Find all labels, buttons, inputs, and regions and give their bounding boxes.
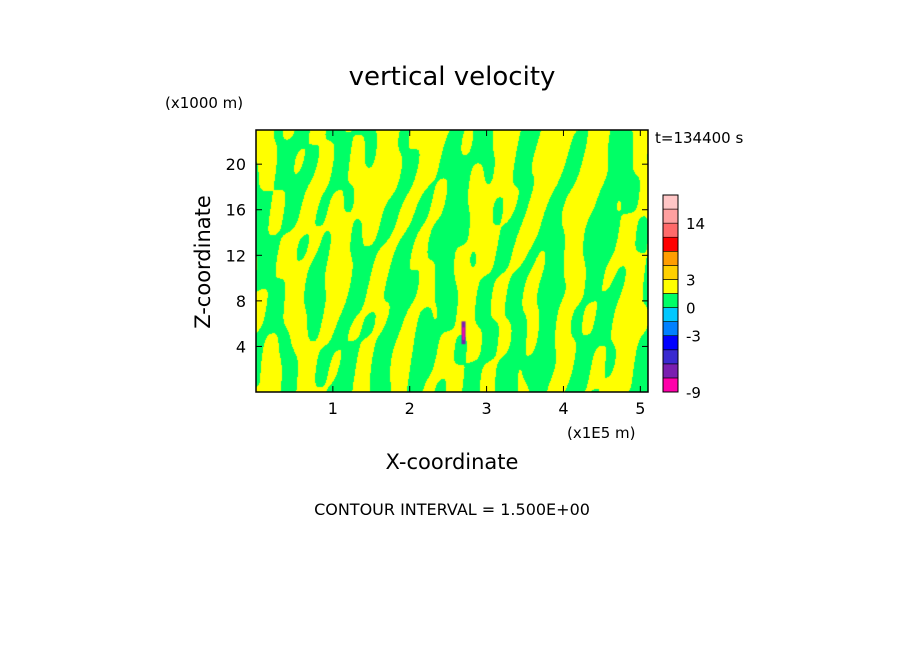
x-axis-ticks: 1 2 3 4 5	[328, 130, 645, 418]
colorbar-swatch	[662, 250, 679, 266]
y-tick-label: 4	[236, 337, 246, 356]
x-tick-label: 1	[328, 399, 338, 418]
colorbar-tick-label: -9	[686, 384, 701, 402]
x-unit-label: (x1E5 m)	[567, 424, 636, 442]
field-canvas	[256, 130, 648, 392]
y-axis-ticks: 4 8 12 16 20	[226, 155, 648, 356]
y-tick-label: 12	[226, 246, 246, 265]
colorbar-swatch	[662, 363, 679, 379]
y-axis-label: Z-coordinate	[191, 195, 215, 329]
plot-frame	[255, 129, 649, 393]
colorbar-swatch	[662, 222, 679, 238]
x-tick-label: 4	[558, 399, 568, 418]
contour-interval-note: CONTOUR INTERVAL = 1.500E+00	[314, 500, 590, 519]
x-axis-label: X-coordinate	[386, 450, 519, 474]
field-raster	[256, 130, 648, 392]
colorbar-tick-label: -3	[686, 328, 701, 346]
colorbar-tick-label: 0	[686, 300, 696, 318]
colorbar-swatch	[662, 265, 679, 280]
colorbar-frame	[662, 194, 679, 393]
colorbar: -9 -3 0 3 14	[662, 194, 705, 402]
colorbar-swatch	[662, 293, 679, 308]
colorbar-swatch	[662, 349, 679, 365]
chart-title: vertical velocity	[349, 62, 556, 92]
time-label: t=134400 s	[655, 129, 743, 147]
colorbar-swatch	[662, 279, 679, 294]
colorbar-swatch	[662, 236, 679, 252]
colorbar-swatch	[662, 377, 679, 393]
colorbar-swatch	[662, 194, 679, 210]
colorbar-tick-label: 14	[686, 215, 705, 233]
colorbar-swatch	[662, 307, 679, 322]
x-tick-label: 3	[481, 399, 491, 418]
plot-area	[255, 129, 649, 393]
y-tick-label: 20	[226, 155, 246, 174]
y-unit-label: (x1000 m)	[165, 94, 243, 112]
colorbar-swatch	[662, 335, 679, 351]
colorbar-swatch	[662, 321, 679, 337]
colorbar-tick-label: 3	[686, 271, 696, 289]
x-tick-label: 5	[635, 399, 645, 418]
y-tick-label: 8	[236, 292, 246, 311]
y-tick-label: 16	[226, 201, 246, 220]
colorbar-swatch	[662, 208, 679, 224]
x-tick-label: 2	[405, 399, 415, 418]
